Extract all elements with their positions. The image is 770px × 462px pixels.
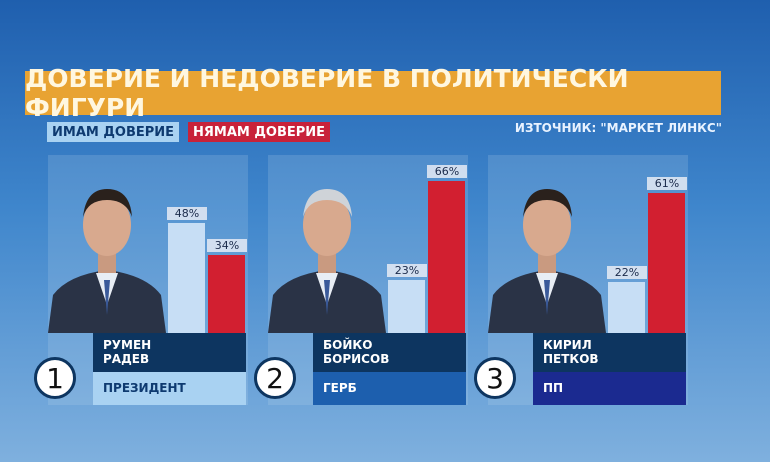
- trust-bar: [168, 222, 205, 333]
- distrust-bar: [428, 181, 465, 333]
- legend-distrust: НЯМАМ ДОВЕРИЕ: [188, 122, 331, 142]
- person-panel: КИРИЛ ПЕТКОВ ПП 3 22% 61%: [474, 155, 688, 405]
- portrait-photo: [488, 189, 606, 333]
- trust-bar: [388, 280, 425, 333]
- person-panel: РУМЕН РАДЕВ ПРЕЗИДЕНТ 1 48% 34%: [34, 155, 248, 405]
- rank-badge: 3: [474, 357, 516, 399]
- person-role: ПП: [533, 372, 686, 405]
- distrust-value-label: 66%: [427, 165, 467, 179]
- person-role: ПРЕЗИДЕНТ: [93, 372, 246, 405]
- trust-value-label: 22%: [607, 266, 647, 280]
- portrait-photo: [268, 189, 386, 333]
- rank-badge: 1: [34, 357, 76, 399]
- chart-title: ДОВЕРИЕ И НЕДОВЕРИЕ В ПОЛИТИЧЕСКИ ФИГУРИ: [25, 64, 721, 122]
- rank-badge: 2: [254, 357, 296, 399]
- distrust-bar: [208, 254, 245, 333]
- person-role: ГЕРБ: [313, 372, 466, 405]
- legend-trust: ИМАМ ДОВЕРИЕ: [47, 122, 180, 142]
- person-panel: БОЙКО БОРИСОВ ГЕРБ 2 23% 66%: [254, 155, 468, 405]
- portrait-photo: [48, 189, 166, 333]
- source-label: ИЗТОЧНИК: "МАРКЕТ ЛИНКС": [514, 121, 722, 135]
- person-name: БОЙКО БОРИСОВ: [313, 333, 466, 372]
- distrust-bar: [648, 192, 685, 333]
- distrust-value-label: 61%: [647, 176, 687, 190]
- trust-value-label: 23%: [387, 264, 427, 278]
- trust-bar: [608, 282, 645, 333]
- person-name: КИРИЛ ПЕТКОВ: [533, 333, 686, 372]
- trust-value-label: 48%: [167, 206, 207, 220]
- distrust-value-label: 34%: [207, 238, 247, 252]
- person-name: РУМЕН РАДЕВ: [93, 333, 246, 372]
